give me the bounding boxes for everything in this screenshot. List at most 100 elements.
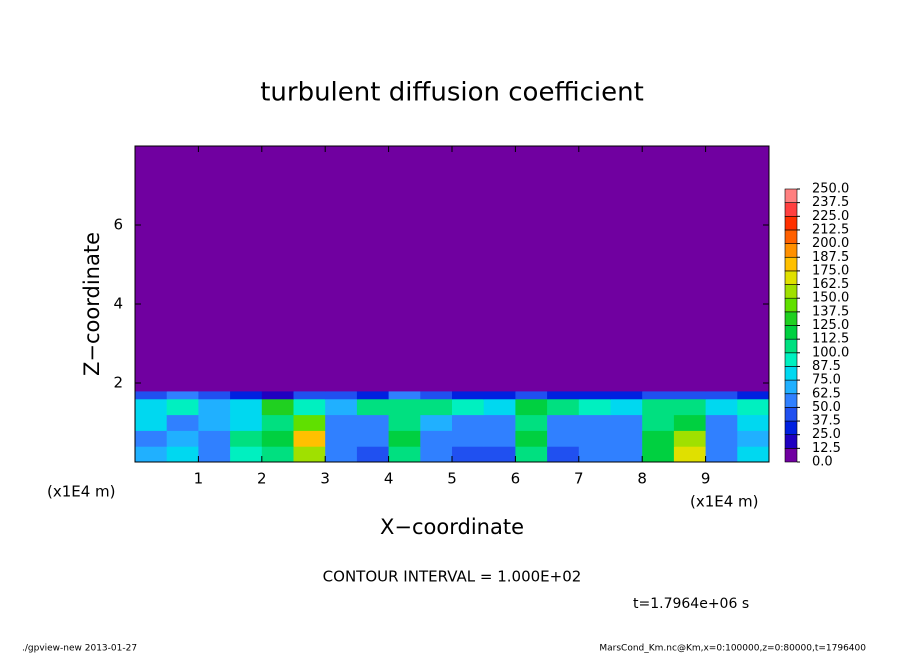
cell <box>578 414 611 431</box>
colorbar-label: 100.0 <box>812 345 849 360</box>
cell <box>293 398 326 416</box>
cell <box>737 446 770 463</box>
cell <box>515 430 548 447</box>
cell <box>578 446 611 463</box>
cell <box>388 390 421 400</box>
cell <box>356 398 390 416</box>
cell <box>515 398 548 416</box>
cell <box>230 446 263 463</box>
x-tick-label: 4 <box>384 470 394 488</box>
x-tick-label: 6 <box>511 470 521 488</box>
cell <box>483 430 516 447</box>
cell <box>673 398 707 416</box>
x-unit-label: (x1E4 m) <box>47 483 116 501</box>
cell <box>578 430 611 447</box>
cell <box>135 414 168 431</box>
cell <box>325 430 358 447</box>
colorbar-band <box>784 243 798 258</box>
cell <box>261 390 294 400</box>
x-tick-label: 1 <box>194 470 204 488</box>
cell <box>420 446 453 463</box>
cell <box>547 414 580 431</box>
colorbar-label: 112.5 <box>812 332 849 347</box>
cell <box>452 146 485 392</box>
cell <box>483 146 516 392</box>
colorbar-band <box>784 311 798 326</box>
colorbar-label: 75.0 <box>812 373 841 388</box>
colorbar-band <box>784 256 798 272</box>
cell <box>356 390 390 400</box>
cell <box>198 430 231 447</box>
cell <box>610 446 643 463</box>
y-tick-label: 6 <box>113 216 123 234</box>
cell <box>388 430 421 447</box>
cell <box>673 446 707 463</box>
cell <box>166 398 199 416</box>
cell <box>642 146 675 392</box>
colorbar-band <box>784 420 798 435</box>
colorbar-band <box>784 216 798 231</box>
x-tick-label: 7 <box>574 470 584 488</box>
time-label: t=1.7964e+06 s <box>633 596 749 612</box>
cell <box>547 390 580 400</box>
colorbar-label: 250.0 <box>812 182 849 197</box>
colorbar-band <box>784 188 798 203</box>
cell <box>547 446 580 463</box>
cell <box>325 146 358 392</box>
colorbar-band <box>784 338 798 354</box>
cell <box>325 414 358 431</box>
cell <box>547 146 580 392</box>
cell <box>737 414 770 431</box>
cell <box>135 390 168 400</box>
colorbar-label: 87.5 <box>812 359 841 374</box>
cell <box>610 390 643 400</box>
colorbar-band <box>784 366 798 381</box>
cell <box>325 398 358 416</box>
colorbar-label: 237.5 <box>812 195 849 210</box>
cell <box>198 146 231 392</box>
cell <box>293 146 326 392</box>
cell <box>325 446 358 463</box>
cell <box>356 146 390 392</box>
cell <box>198 398 231 416</box>
cell <box>452 414 485 431</box>
cell <box>230 398 263 416</box>
cell <box>452 446 485 463</box>
cell <box>705 414 738 431</box>
y-tick-label: 2 <box>113 374 123 392</box>
cell <box>261 398 294 416</box>
chart-title: turbulent diffusion coefficient <box>260 78 644 108</box>
cell <box>578 390 611 400</box>
x-tick-label: 3 <box>320 470 330 488</box>
cell <box>198 390 231 400</box>
cell <box>261 146 294 392</box>
cell <box>515 414 548 431</box>
x-tick-label: 2 <box>257 470 267 488</box>
colorbar-label: 200.0 <box>812 236 849 251</box>
cell <box>737 430 770 447</box>
cell <box>135 146 168 392</box>
cell <box>261 414 294 431</box>
colorbar-label: 137.5 <box>812 304 849 319</box>
cell <box>642 414 675 431</box>
cell <box>293 390 326 400</box>
cell <box>230 146 263 392</box>
cell <box>610 398 643 416</box>
colorbar-band <box>784 434 798 449</box>
cell <box>261 446 294 463</box>
colorbar-label: 212.5 <box>812 222 849 237</box>
cell <box>388 146 421 392</box>
cell <box>261 430 294 447</box>
colorbar-label: 125.0 <box>812 318 849 333</box>
colorbar-label: 187.5 <box>812 250 849 265</box>
cell <box>515 146 548 392</box>
cell <box>515 446 548 463</box>
cell <box>198 446 231 463</box>
cell <box>230 390 263 400</box>
cell <box>452 398 485 416</box>
cell <box>578 398 611 416</box>
cell <box>293 430 326 447</box>
cell <box>198 414 231 431</box>
y-tick-label: 4 <box>113 295 123 313</box>
